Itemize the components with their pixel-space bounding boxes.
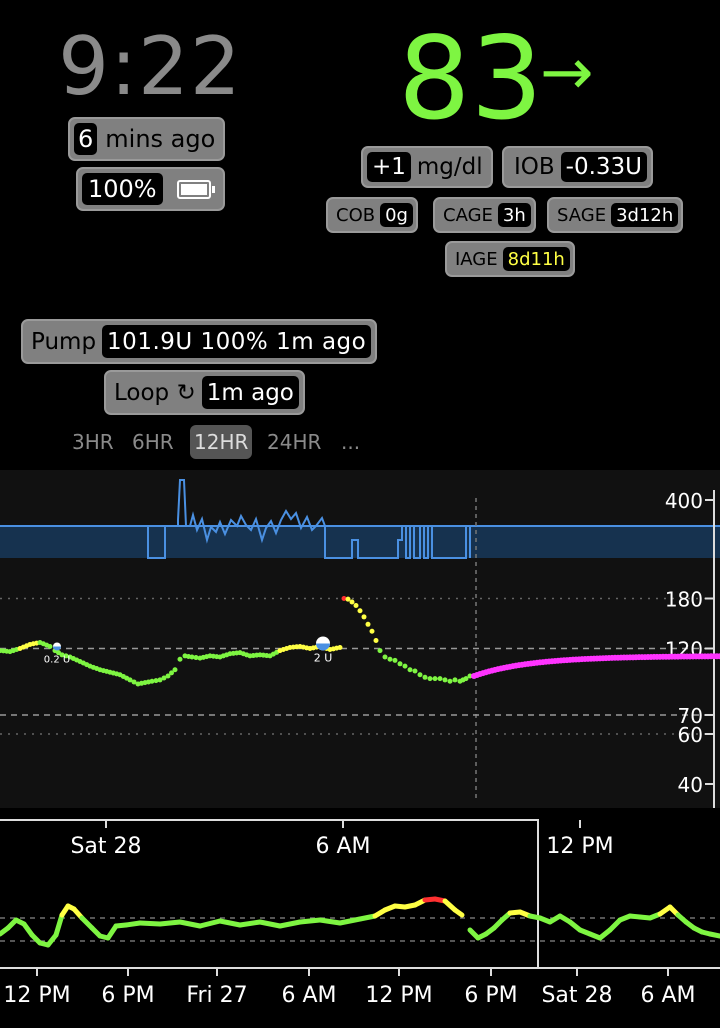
glucose-dot [453, 677, 458, 682]
glucose-dot [362, 614, 367, 619]
glucose-dot [438, 676, 443, 681]
cage-value: 3h [498, 203, 531, 227]
glucose-dot [366, 622, 371, 627]
glucose-dot [358, 608, 363, 613]
nav-tick-label: 12 PM [546, 834, 613, 859]
trend-arrow-icon: → [540, 36, 594, 110]
nav-tick-label: Sat 28 [70, 834, 141, 859]
range-more[interactable]: ... [341, 425, 360, 459]
glucose-dot [448, 679, 453, 684]
overview-segment [160, 922, 180, 924]
loop-value: 1m ago [202, 376, 299, 409]
glucose-dot [393, 658, 398, 663]
overview-tick-label: 6 PM [464, 983, 517, 1008]
basal-fill [0, 527, 720, 558]
range-24hr[interactable]: 24HR [267, 425, 321, 459]
overview-tick-label: 6 AM [640, 983, 695, 1008]
prediction-readings [471, 653, 720, 679]
overview-tick-label: 6 AM [281, 983, 336, 1008]
overview-tick-label: 6 PM [101, 983, 154, 1008]
range-12hr[interactable]: 12HR [190, 425, 252, 459]
glucose-dot [338, 645, 343, 650]
pump-value: 101.9U 100% 1m ago [102, 325, 371, 358]
iage-pill[interactable]: IAGE 8d11h [445, 241, 575, 277]
delta-value: +1 [367, 152, 411, 182]
glucose-dot [378, 648, 383, 653]
overview-segment [710, 934, 720, 936]
pump-pill[interactable]: Pump 101.9U 100% 1m ago [21, 319, 377, 364]
glucose-dot [388, 657, 393, 662]
pump-label: Pump [23, 329, 102, 355]
iob-label: IOB [504, 154, 561, 180]
battery-value: 100% [82, 173, 163, 205]
overview-segment [300, 920, 320, 922]
glucose-dot [403, 664, 408, 669]
sage-label: SAGE [549, 205, 611, 226]
overview-segment [240, 922, 260, 925]
cob-label: COB [328, 205, 380, 226]
glucose-dot [173, 667, 178, 672]
sage-value: 3d12h [611, 203, 678, 227]
battery-pill: 100% [76, 167, 225, 211]
glucose-dot [178, 657, 183, 662]
glucose-dot [398, 661, 403, 666]
glucose-dot [408, 667, 413, 672]
glucose-dot [370, 629, 375, 634]
time-range-selector: 3HR 6HR 12HR 24HR ... [0, 425, 720, 459]
glucose-dot [443, 677, 448, 682]
glucose-readings [0, 596, 473, 686]
bolus-markers: 0.2 U 2 U [44, 636, 332, 665]
cage-pill[interactable]: CAGE 3h [433, 197, 536, 233]
y-tick-label: 60 [678, 723, 703, 747]
glucose-dot [383, 655, 388, 660]
time-ago-label: mins ago [97, 125, 223, 153]
glucose-dot [374, 638, 379, 643]
time-ago-value: 6 [74, 123, 97, 155]
glucose-dot [354, 603, 359, 608]
glucose-dot [428, 676, 433, 681]
cage-label: CAGE [435, 205, 498, 226]
cob-value: 0g [380, 203, 413, 227]
clock: 9:22 [0, 20, 300, 113]
bolus-label: 0.2 U [44, 654, 70, 665]
overview-tick-label: Sat 28 [541, 983, 612, 1008]
cob-pill[interactable]: COB 0g [326, 197, 418, 233]
iob-pill[interactable]: IOB -0.33U [502, 146, 653, 188]
iage-label: IAGE [447, 249, 503, 270]
basal-chart [0, 480, 720, 558]
delta-unit: mg/dl [411, 154, 491, 180]
iage-value: 8d11h [503, 247, 570, 271]
range-6hr[interactable]: 6HR [132, 425, 174, 459]
time-ago-pill: 6 mins ago [68, 117, 225, 161]
loop-pill[interactable]: Loop ↻ 1m ago [104, 370, 305, 415]
overview-segment [140, 923, 160, 924]
range-3hr[interactable]: 3HR [72, 425, 114, 459]
sage-pill[interactable]: SAGE 3d12h [547, 197, 683, 233]
bolus-label: 2 U [314, 651, 333, 664]
bg-value: 83 [398, 14, 543, 144]
loop-label: Loop ↻ [106, 380, 202, 406]
battery-icon [177, 180, 211, 199]
glucose-dot [48, 644, 53, 649]
iob-value: -0.33U [561, 152, 647, 182]
glucose-dot [418, 672, 423, 677]
nav-tick-label: 6 AM [315, 834, 370, 859]
delta-pill: +1 mg/dl [361, 146, 493, 188]
glucose-dot [423, 675, 428, 680]
overview-segment [320, 920, 340, 923]
y-tick-label: 40 [678, 773, 703, 797]
y-tick-label: 400 [665, 489, 703, 513]
overview-tick-label: 12 PM [365, 983, 432, 1008]
overview-tick-label: 12 PM [3, 983, 70, 1008]
overview-tick-label: Fri 27 [186, 983, 247, 1008]
glucose-dot [433, 676, 438, 681]
glucose-dot [350, 599, 355, 604]
glucose-dot [413, 668, 418, 673]
y-tick-label: 180 [665, 587, 703, 611]
